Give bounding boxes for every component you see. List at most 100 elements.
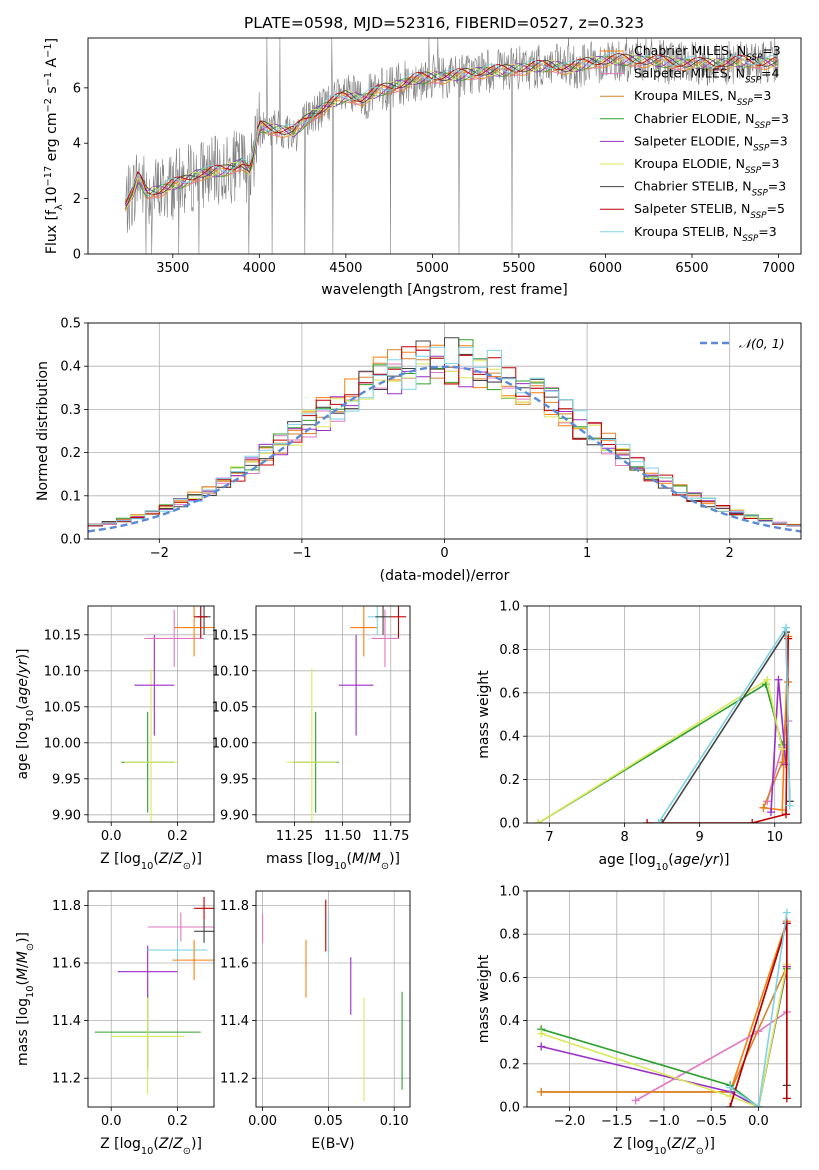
x-tick-label: −1.0	[648, 1114, 680, 1129]
x-axis-label: Z [log10(Z/Z⊙)]	[613, 1136, 715, 1157]
histogram-plot-area	[88, 337, 801, 533]
x-tick-label: 8	[620, 830, 628, 845]
weight-marker-salpeter-stelib	[782, 1094, 791, 1103]
x-tick-label: 11.50	[324, 829, 361, 844]
x-tick-label: 0.00	[248, 1114, 277, 1129]
legend-label-kroupa-stelib: Kroupa STELIB, NSSP=3	[634, 224, 777, 244]
x-tick-label: 10	[766, 830, 783, 845]
legend-label-salpeter-elodie: Salpeter ELODIE, NSSP=3	[634, 133, 788, 153]
points-area	[94, 896, 214, 1095]
weight-line-kroupa-elodie	[540, 964, 788, 1107]
weight-line-chabrier-elodie	[537, 682, 783, 823]
legend-label-chabrier-stelib: Chabrier STELIB, NSSP=3	[634, 179, 786, 199]
mass-vs-ebv-panel: 0.00 0.05 0.10 11.2 11.4 11.6 11.8 E(B-V)	[220, 890, 411, 1152]
y-tick-label: 0.8	[499, 643, 520, 658]
weight-marker-kroupa-stelib	[726, 1083, 735, 1092]
x-tick-label: 0.2	[167, 1114, 188, 1129]
y-tick-label: 11.2	[220, 1072, 249, 1087]
x-tick-label: 1	[583, 546, 591, 561]
residual-histogram-panel: −2 −1 0 1 2 0.0 0.1 0.2 0.3 0.4 0.5 (data-model)/er…	[35, 317, 802, 584]
model-salpeter-stelib-line	[124, 53, 778, 205]
model-salpeter-miles-line	[124, 56, 778, 207]
model-chabrier-stelib-line	[124, 53, 778, 209]
y-tick-label: 11.8	[52, 899, 81, 914]
lines-area	[534, 623, 794, 823]
x-tick-label: −0.5	[695, 1114, 727, 1129]
axes-frame	[87, 322, 802, 540]
x-axis-label: mass [log10(M/M⊙)]	[266, 851, 400, 872]
x-tick-label: 0.0	[101, 1114, 122, 1129]
y-tick-label: 11.4	[52, 1014, 81, 1029]
y-tick-label: 0.0	[499, 1101, 520, 1116]
x-tick-label: 0.2	[167, 829, 188, 844]
y-tick-label: 10.00	[212, 736, 249, 751]
y-tick-label: 9.95	[52, 772, 81, 787]
y-tick-label: 11.8	[220, 899, 249, 914]
x-tick-label: 0.10	[380, 1114, 409, 1129]
weight-marker-kroupa-elodie	[763, 675, 772, 684]
x-tick-label: 5500	[502, 261, 535, 276]
axes-frame	[526, 605, 802, 824]
x-tick-label: 7	[545, 830, 553, 845]
weight-marker-kroupa-stelib	[781, 623, 790, 632]
x-axis-label: Z [log10(Z/Z⊙)]	[100, 851, 202, 872]
points-area	[121, 606, 214, 822]
weight-marker-kroupa-miles	[537, 1087, 546, 1096]
x-tick-label: −2	[150, 546, 169, 561]
y-tick-label: 0.2	[499, 773, 520, 788]
weight-marker-salpeter-stelib	[726, 1103, 735, 1107]
y-tick-label: 10.05	[212, 700, 249, 715]
weight-marker-salpeter-elodie	[766, 808, 775, 817]
x-tick-label: −1.5	[601, 1114, 633, 1129]
x-tick-label: 11.75	[372, 829, 409, 844]
weight-vs-metallicity-panel: −2.0 −1.5 −1.0 −0.5 0.0 0.0 0.2 0.4 0.6 0.8 1.0 Z […	[476, 885, 802, 1157]
y-tick-label: 0.4	[499, 1014, 520, 1029]
y-tick-label: 11.2	[52, 1072, 81, 1087]
spectrum-plot-area	[124, 38, 779, 254]
model-salpeter-elodie-line	[124, 54, 778, 207]
y-tick-label: 9.95	[220, 772, 249, 787]
weight-marker-salpeter-stelib	[748, 819, 757, 823]
lines-area	[537, 908, 791, 1107]
x-tick-label: 6500	[675, 261, 708, 276]
spectrum-panel: 3500 4000 4500 5000 5500 6000 6500 7000 0 2 4 6 wave…	[43, 37, 802, 298]
legend-label-salpeter-stelib: Salpeter STELIB, NSSP=5	[634, 201, 785, 221]
y-tick-label: 6	[73, 81, 81, 96]
axes-frame	[526, 890, 802, 1108]
weight-marker-kroupa-elodie	[778, 745, 787, 754]
y-tick-label: 10.15	[212, 628, 249, 643]
data-spectrum-line	[124, 38, 779, 254]
weight-marker-kroupa-stelib	[782, 908, 791, 917]
x-tick-label: 0	[440, 546, 448, 561]
histogram-kroupa-stelib	[88, 346, 801, 527]
y-tick-label: 0.2	[60, 446, 81, 461]
y-axis-label: mass weight	[476, 670, 492, 759]
y-tick-label: 2	[73, 192, 81, 207]
x-tick-label: 11.25	[276, 829, 313, 844]
weight-marker-kroupa-stelib	[654, 819, 663, 823]
x-tick-label: 9	[696, 830, 704, 845]
legend-label-normal: 𝒩(0, 1)	[739, 336, 785, 351]
y-tick-label: 10.10	[212, 664, 249, 679]
weight-line-chabrier-stelib	[661, 629, 791, 823]
weight-marker-salpeter-stelib	[781, 810, 790, 819]
x-tick-label: −1	[292, 546, 311, 561]
y-tick-label: 0.0	[60, 533, 81, 548]
y-axis-label: age [log10(age/yr)]	[15, 648, 36, 779]
x-axis-label: Z [log10(Z/Z⊙)]	[100, 1136, 202, 1157]
weight-marker-kroupa-elodie	[534, 819, 543, 823]
weight-marker-salpeter-miles	[631, 1096, 640, 1105]
mass-vs-metallicity-panel: 0.0 0.2 11.2 11.4 11.6 11.8 Z [log10(Z/Z⊙)] mas…	[15, 890, 215, 1157]
x-axis-label: (data-model)/error	[380, 568, 510, 584]
age-vs-metallicity-panel: 0.0 0.2 9.90 9.95 10.00 10.05 10.10 10.15 Z [log…	[15, 605, 215, 872]
x-tick-label: 0.05	[314, 1114, 343, 1129]
x-axis-label: wavelength [Angstrom, rest frame]	[321, 282, 567, 298]
x-tick-label: 0.0	[101, 829, 122, 844]
weight-marker-kroupa-stelib	[754, 1103, 763, 1107]
y-axis-label: mass weight	[476, 954, 492, 1043]
legend-label-kroupa-miles: Kroupa MILES, NSSP=3	[634, 88, 771, 108]
x-axis-label: E(B-V)	[311, 1136, 354, 1152]
y-tick-label: 10.10	[44, 664, 81, 679]
y-tick-label: 9.90	[52, 808, 81, 823]
weight-marker-chabrier-miles	[778, 805, 787, 814]
